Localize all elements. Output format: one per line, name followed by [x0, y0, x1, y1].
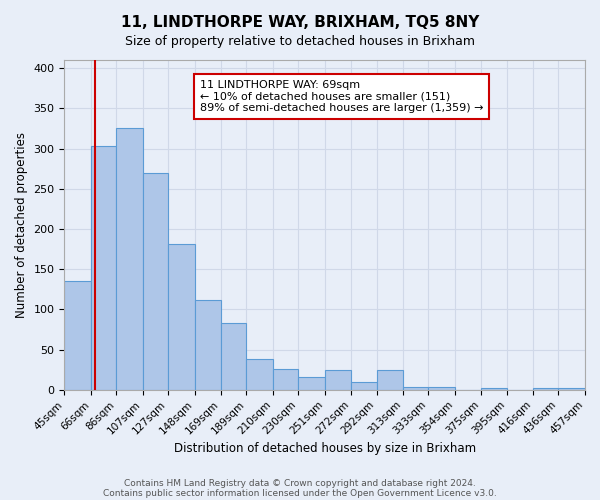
Bar — [559, 388, 585, 390]
Bar — [298, 377, 325, 390]
Bar — [351, 382, 377, 390]
Bar — [194, 300, 221, 390]
Bar — [116, 128, 143, 390]
Bar — [221, 323, 247, 390]
Bar — [428, 386, 455, 390]
Bar — [247, 360, 273, 390]
X-axis label: Distribution of detached houses by size in Brixham: Distribution of detached houses by size … — [173, 442, 476, 455]
Bar — [325, 370, 351, 390]
Bar — [533, 388, 559, 390]
Bar — [91, 146, 116, 390]
Bar — [377, 370, 403, 390]
Bar — [403, 386, 428, 390]
Bar — [143, 172, 168, 390]
Y-axis label: Number of detached properties: Number of detached properties — [15, 132, 28, 318]
Bar — [64, 282, 91, 390]
Text: Contains public sector information licensed under the Open Government Licence v3: Contains public sector information licen… — [103, 488, 497, 498]
Bar — [168, 244, 194, 390]
Bar — [481, 388, 506, 390]
Bar — [273, 369, 298, 390]
Text: Size of property relative to detached houses in Brixham: Size of property relative to detached ho… — [125, 35, 475, 48]
Text: Contains HM Land Registry data © Crown copyright and database right 2024.: Contains HM Land Registry data © Crown c… — [124, 478, 476, 488]
Text: 11, LINDTHORPE WAY, BRIXHAM, TQ5 8NY: 11, LINDTHORPE WAY, BRIXHAM, TQ5 8NY — [121, 15, 479, 30]
Text: 11 LINDTHORPE WAY: 69sqm
← 10% of detached houses are smaller (151)
89% of semi-: 11 LINDTHORPE WAY: 69sqm ← 10% of detach… — [200, 80, 483, 113]
